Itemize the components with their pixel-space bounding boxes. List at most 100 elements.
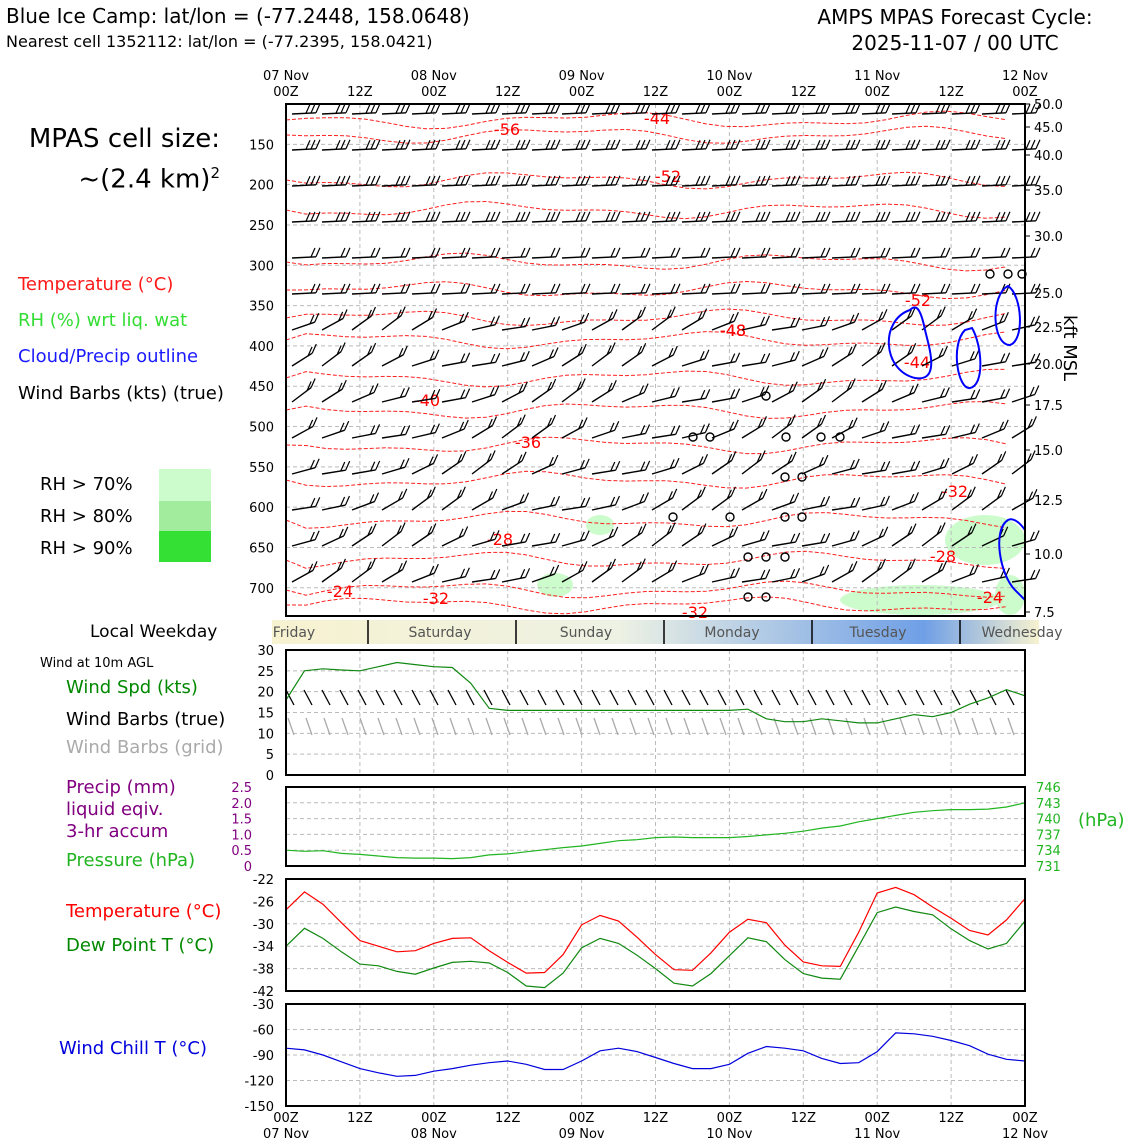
wind-barb-flag <box>464 567 470 577</box>
bottom-date-label: 10 Nov <box>706 1127 752 1140</box>
wind-barb-flag <box>730 247 736 258</box>
wind-barb <box>651 354 674 367</box>
temperature-contour <box>285 331 1007 350</box>
wind-barb-flag <box>608 311 614 322</box>
wind-barb-flag <box>456 489 462 499</box>
wind-barb-flag <box>487 491 494 501</box>
wind-barb-flag <box>850 283 856 294</box>
wind-barb-flag <box>555 316 561 326</box>
wind-barb-flag <box>520 414 526 424</box>
wind-barb-flag <box>1035 247 1041 258</box>
wind-barb-flag <box>373 383 379 393</box>
wind-barb-flag <box>345 139 351 150</box>
wind-barb <box>561 292 587 295</box>
wind-barb-flag <box>645 211 651 222</box>
wind-barb-flag <box>485 212 491 222</box>
wind-barb-flag <box>430 103 436 114</box>
wind-barb-flag <box>550 414 557 425</box>
wind-barb-flag <box>846 381 852 391</box>
wind-barb-flag <box>429 350 435 361</box>
wind-barb-flag <box>490 139 496 150</box>
wind-barb-flag <box>425 104 431 114</box>
wind-barb <box>681 397 706 403</box>
title-right-line1: AMPS MPAS Forecast Cycle: <box>817 5 1093 29</box>
wind-barb-grid <box>611 717 619 736</box>
wind-barb-flag <box>696 489 702 499</box>
wind-barb <box>981 576 1006 583</box>
wind-barb-flag <box>913 492 919 502</box>
wind-barb-flag <box>609 422 615 433</box>
wind-barb-true <box>573 689 583 706</box>
wind-barb-flag <box>550 317 556 327</box>
wind-barb-true <box>447 689 457 706</box>
wind-barb-grid <box>719 717 727 736</box>
wind-barb-flag <box>545 176 551 186</box>
rh80-swatch <box>159 501 211 531</box>
wind-barb-flag <box>460 486 466 497</box>
wind-barb <box>801 112 827 115</box>
rh-area-3 <box>945 515 1025 565</box>
wind-barb-flag <box>309 314 315 325</box>
wind-barb-flag <box>757 491 764 501</box>
wind-barb-grid <box>665 717 673 736</box>
wind-barb-flag <box>1025 176 1031 186</box>
wind-barb <box>411 256 437 259</box>
wind-barb-flag <box>369 494 375 504</box>
wind-barb-flag <box>1005 247 1011 258</box>
wind-barb-flag <box>885 139 891 150</box>
wind-barb-flag <box>435 211 441 222</box>
temp-label: Temperature (°C) <box>66 901 222 922</box>
rh-area-1 <box>537 573 573 597</box>
wind-speed-label: Wind Spd (kts) <box>66 677 198 698</box>
temperature-contour <box>285 171 1007 190</box>
wind-barb-flag <box>765 103 771 114</box>
pressure-tick-label: 700 <box>249 582 274 597</box>
wind-barb-grid <box>935 717 943 736</box>
wind-barb <box>711 320 735 331</box>
wind-barb-flag <box>435 103 441 114</box>
bottom-hour-label: 12Z <box>791 1111 817 1126</box>
wind-barb-flag <box>550 211 556 222</box>
wind-barb <box>921 354 944 367</box>
wind-barb-flag <box>911 523 917 533</box>
wind-barb-flag <box>1027 418 1033 429</box>
wind-barb <box>501 148 527 151</box>
wind-barb-flag <box>795 283 801 294</box>
wind-barb-flag <box>1030 283 1036 294</box>
wind-barb-flag <box>465 139 471 150</box>
upper-panel-frame <box>285 103 1026 617</box>
wind-barb <box>471 323 496 331</box>
wind-barb-flag <box>675 247 681 258</box>
wind-barb <box>771 359 796 367</box>
wind-barb <box>441 112 467 115</box>
y-tick-label: 10 <box>257 727 274 742</box>
wind-barb-flag <box>729 421 735 432</box>
rh-area-4 <box>995 575 1025 615</box>
wind-barb-flag <box>404 457 410 468</box>
wind-barb-true <box>915 689 925 706</box>
wind-barb-grid <box>557 717 565 736</box>
wind-barb <box>591 567 612 583</box>
wind-barb <box>471 497 494 511</box>
wind-barb-flag <box>795 175 801 186</box>
wind-barb-flag <box>824 316 831 326</box>
precip-tick-label: 1.0 <box>231 828 252 843</box>
wind-barb-grid <box>737 717 745 736</box>
wind-barb <box>861 388 883 403</box>
wind-barb-flag <box>735 139 741 150</box>
wind-barb-flag <box>367 526 373 536</box>
wind-barb-flag <box>790 414 796 424</box>
wind-barb-flag <box>368 385 375 395</box>
wind-barb-flag <box>306 381 312 391</box>
weekday-label: Local Weekday <box>90 622 218 642</box>
wind-barb-flag <box>645 103 651 114</box>
pressure-tick-label: 500 <box>249 421 274 436</box>
wind-barb-flag <box>877 382 883 393</box>
wind-barb-flag <box>615 211 621 222</box>
wind-barb-true <box>519 689 529 706</box>
wind-barb-flag <box>855 497 861 507</box>
dew-label: Dew Point T (°C) <box>66 935 215 956</box>
wind-barb <box>291 425 314 439</box>
wind-barb-flag <box>965 140 971 150</box>
